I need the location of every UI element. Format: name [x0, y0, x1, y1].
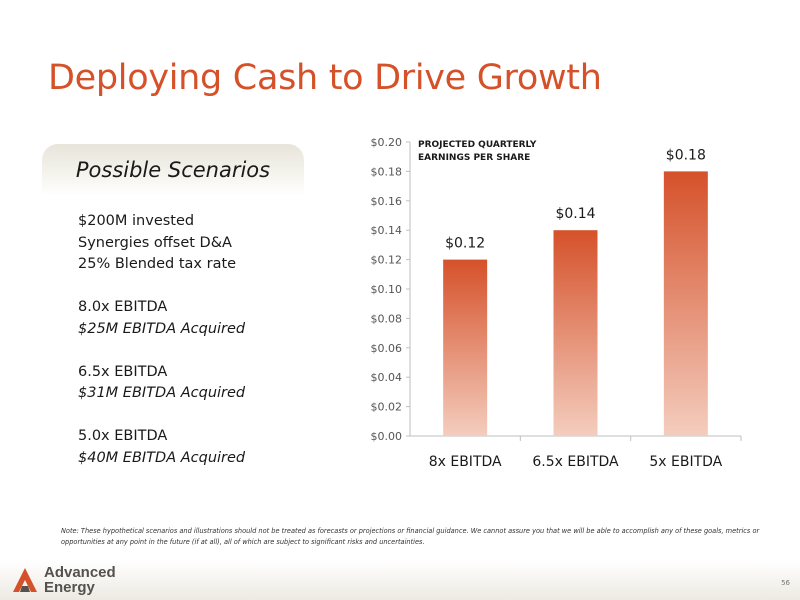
x-tick-label: 6.5x EBITDA — [532, 454, 619, 470]
scenario-line: $40M EBITDA Acquired — [78, 449, 246, 466]
company-logo: Advanced Energy — [44, 565, 116, 595]
y-tick-label: $0.10 — [371, 283, 403, 296]
data-label: $0.14 — [555, 206, 595, 222]
scenarios-header: Possible Scenarios — [75, 158, 271, 182]
eps-bar-chart: $0.00 $0.02 $0.04 $0.06 $0.08 $0.10 $0.12 $0.14… — [371, 136, 742, 470]
scenario-line: $25M EBITDA Acquired — [78, 320, 246, 337]
scenario-line: 25% Blended tax rate — [78, 256, 237, 272]
y-tick-label: $0.12 — [371, 254, 403, 267]
y-tick-label: $0.00 — [371, 430, 403, 443]
x-tick-label: 5x EBITDA — [649, 454, 722, 470]
bar — [553, 230, 598, 436]
chart-axes: $0.00 $0.02 $0.04 $0.06 $0.08 $0.10 $0.12 $0.14… — [371, 136, 742, 443]
scenarios-list: $200M invested Synergies offset D&A 25% … — [78, 211, 245, 469]
logo-line-2: Energy — [44, 579, 95, 596]
footer: Advanced Energy 56 — [0, 560, 800, 600]
y-tick-label: $0.16 — [371, 195, 403, 208]
scenario-line: 6.5x EBITDA — [78, 363, 168, 380]
bar — [443, 259, 488, 436]
scenario-spacer — [78, 340, 245, 362]
y-tick-label: $0.02 — [371, 401, 403, 414]
data-label: $0.12 — [445, 236, 485, 252]
y-tick-label: $0.18 — [371, 165, 403, 178]
y-tick-label: $0.08 — [371, 312, 403, 325]
scenario-spacer — [78, 405, 245, 427]
scenario-line: $200M invested — [78, 213, 195, 229]
advanced-energy-logo-icon — [13, 568, 37, 592]
scenario-line: 8.0x EBITDA — [78, 299, 168, 315]
scenarios-header-box: Possible Scenarios — [42, 144, 304, 196]
slide-title: Deploying Cash to Drive Growth — [48, 58, 602, 98]
scenario-line: $31M EBITDA Acquired — [78, 385, 246, 401]
disclaimer-note: Note: These hypothetical scenarios and i… — [61, 527, 760, 546]
scenario-spacer — [78, 276, 245, 298]
logo-line-1: Advanced — [44, 564, 116, 581]
y-tick-label: $0.06 — [371, 342, 403, 355]
chart-labels: $0.12 8x EBITDA $0.14 6.5x EBITDA $0.18 5x EB… — [429, 147, 723, 470]
data-label: $0.18 — [666, 147, 706, 163]
x-tick-label: 8x EBITDA — [429, 454, 502, 470]
scenario-line: 5.0x EBITDA — [78, 428, 168, 444]
chart-bars — [443, 171, 708, 436]
page-number: 56 — [781, 579, 790, 587]
y-tick-label: $0.04 — [371, 371, 403, 384]
chart-title: PROJECTED QUARTERLY EARNINGS PER SHARE — [418, 140, 537, 163]
bar — [663, 171, 708, 436]
y-tick-label: $0.20 — [371, 136, 403, 149]
y-tick-label: $0.14 — [371, 224, 403, 237]
scenario-line: Synergies offset D&A — [78, 234, 232, 251]
